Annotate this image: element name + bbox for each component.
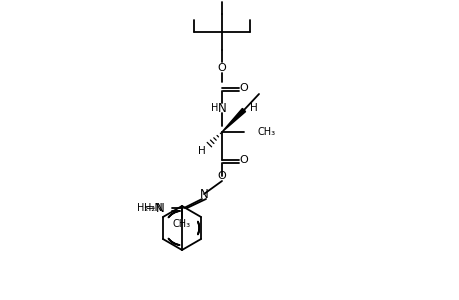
Text: H: H: [250, 103, 257, 113]
Text: CH₃: CH₃: [257, 127, 275, 137]
Text: H: H: [198, 146, 206, 156]
Text: O: O: [239, 155, 248, 165]
Text: O: O: [239, 83, 248, 93]
Text: N: N: [217, 101, 226, 115]
Text: O: O: [217, 63, 226, 73]
Polygon shape: [222, 108, 245, 132]
Text: =N: =N: [146, 203, 164, 213]
Text: N: N: [155, 202, 164, 214]
Text: H: H: [211, 103, 218, 113]
Text: H₂: H₂: [136, 203, 148, 213]
Text: O: O: [217, 171, 226, 181]
Text: H₂: H₂: [144, 203, 155, 213]
Text: CH₃: CH₃: [173, 219, 190, 229]
Text: N: N: [199, 188, 208, 200]
